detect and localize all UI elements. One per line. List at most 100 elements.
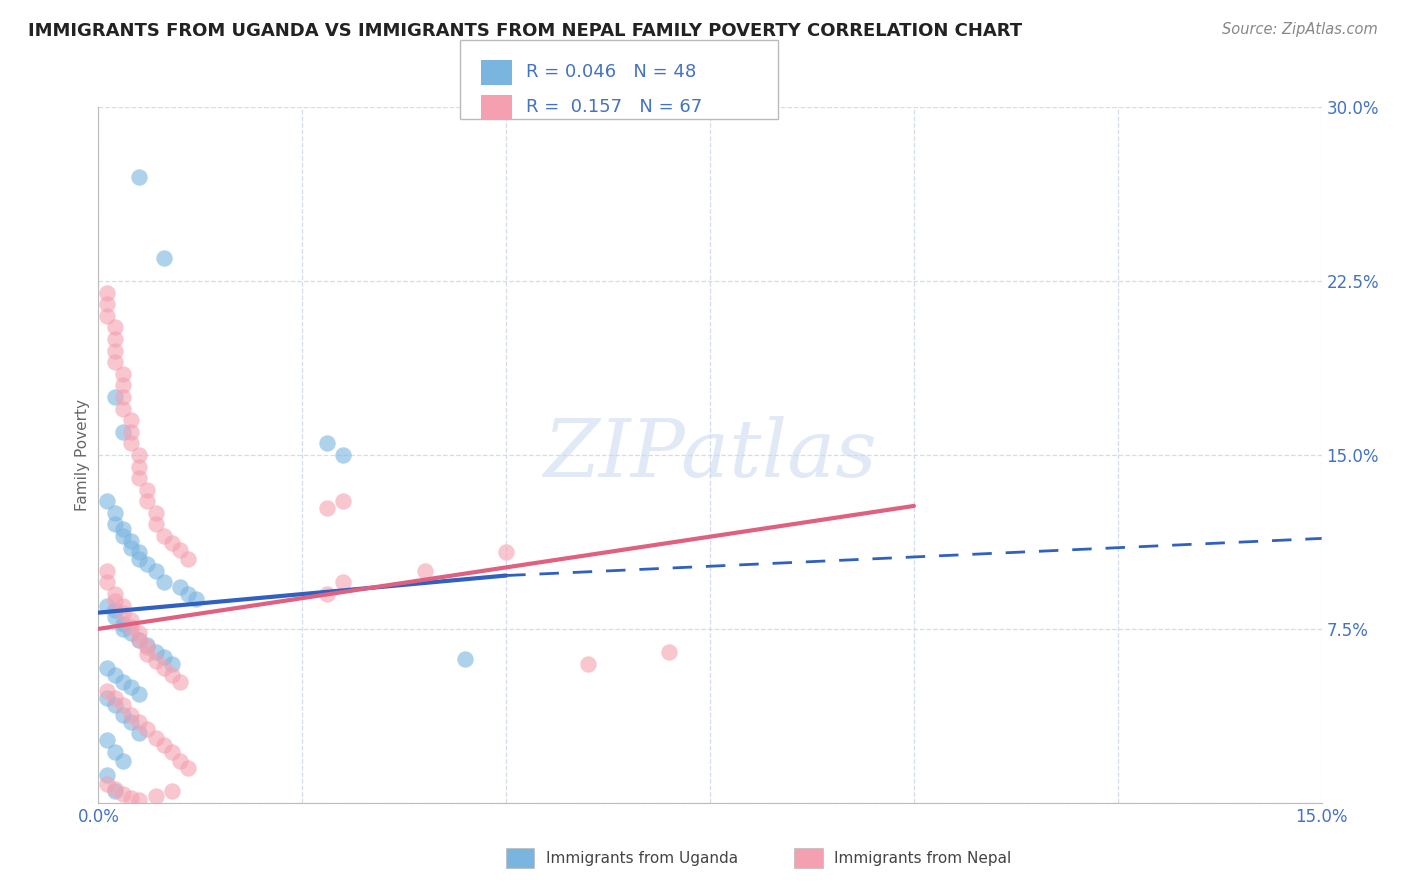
Point bbox=[111, 622, 134, 636]
Point bbox=[111, 529, 134, 543]
Point bbox=[177, 761, 200, 775]
Point bbox=[111, 675, 134, 690]
Point bbox=[120, 791, 142, 805]
Point bbox=[96, 661, 118, 675]
Point bbox=[145, 517, 167, 532]
Point bbox=[152, 661, 174, 675]
Point bbox=[136, 638, 159, 652]
Text: R = 0.046   N = 48: R = 0.046 N = 48 bbox=[526, 63, 696, 81]
Point bbox=[495, 545, 517, 559]
Point bbox=[111, 390, 134, 404]
Point bbox=[96, 768, 118, 782]
Point bbox=[120, 707, 142, 722]
Point bbox=[160, 668, 183, 682]
Text: Immigrants from Uganda: Immigrants from Uganda bbox=[546, 851, 738, 865]
Point bbox=[128, 633, 150, 648]
Point bbox=[128, 471, 150, 485]
Point bbox=[104, 332, 127, 346]
Point bbox=[111, 401, 134, 416]
Point bbox=[152, 738, 174, 752]
Text: Immigrants from Nepal: Immigrants from Nepal bbox=[834, 851, 1011, 865]
Point bbox=[160, 657, 183, 671]
Point bbox=[332, 575, 354, 590]
Point bbox=[454, 652, 477, 666]
Point bbox=[152, 529, 174, 543]
Point bbox=[136, 722, 159, 736]
Point bbox=[111, 606, 134, 620]
Point bbox=[145, 564, 167, 578]
Point bbox=[96, 777, 118, 791]
Point bbox=[96, 309, 118, 323]
Point bbox=[104, 698, 127, 713]
Text: Source: ZipAtlas.com: Source: ZipAtlas.com bbox=[1222, 22, 1378, 37]
Point bbox=[152, 251, 174, 265]
Point bbox=[169, 675, 191, 690]
Point bbox=[128, 448, 150, 462]
Point bbox=[169, 580, 191, 594]
Point bbox=[96, 684, 118, 698]
Point bbox=[576, 657, 599, 671]
Point bbox=[104, 506, 127, 520]
Point bbox=[104, 745, 127, 759]
Point bbox=[177, 552, 200, 566]
Point bbox=[120, 413, 142, 427]
Point bbox=[160, 536, 183, 550]
Point bbox=[104, 603, 127, 617]
Point bbox=[104, 594, 127, 608]
Point bbox=[104, 668, 127, 682]
Point bbox=[111, 599, 134, 613]
Point bbox=[658, 645, 681, 659]
Point bbox=[315, 436, 337, 450]
Point bbox=[96, 575, 118, 590]
Point bbox=[104, 781, 127, 796]
Point bbox=[332, 494, 354, 508]
Point bbox=[160, 784, 183, 798]
Point bbox=[111, 754, 134, 768]
Point bbox=[104, 390, 127, 404]
Text: IMMIGRANTS FROM UGANDA VS IMMIGRANTS FROM NEPAL FAMILY POVERTY CORRELATION CHART: IMMIGRANTS FROM UGANDA VS IMMIGRANTS FRO… bbox=[28, 22, 1022, 40]
Point bbox=[152, 575, 174, 590]
Point bbox=[96, 297, 118, 311]
Point bbox=[128, 626, 150, 640]
Point bbox=[128, 793, 150, 807]
Point bbox=[111, 617, 134, 632]
Point bbox=[145, 731, 167, 745]
Point bbox=[111, 787, 134, 801]
Point bbox=[111, 522, 134, 536]
Point bbox=[120, 714, 142, 729]
Point bbox=[128, 687, 150, 701]
Point bbox=[186, 591, 208, 606]
Point bbox=[120, 436, 142, 450]
Point bbox=[111, 367, 134, 381]
Point bbox=[152, 649, 174, 664]
Point bbox=[96, 599, 118, 613]
Point bbox=[136, 494, 159, 508]
Point bbox=[128, 169, 150, 184]
Point bbox=[111, 378, 134, 392]
Text: ZIPatlas: ZIPatlas bbox=[543, 417, 877, 493]
Point bbox=[120, 613, 142, 627]
Point bbox=[177, 587, 200, 601]
Point bbox=[104, 587, 127, 601]
Point bbox=[169, 754, 191, 768]
Point bbox=[104, 517, 127, 532]
Point bbox=[169, 543, 191, 558]
Point bbox=[120, 533, 142, 548]
Point bbox=[104, 691, 127, 706]
Point bbox=[96, 564, 118, 578]
Point bbox=[136, 648, 159, 662]
Point bbox=[96, 494, 118, 508]
Y-axis label: Family Poverty: Family Poverty bbox=[75, 399, 90, 511]
Point bbox=[96, 691, 118, 706]
Point bbox=[128, 633, 150, 648]
Point bbox=[104, 320, 127, 334]
Point bbox=[120, 619, 142, 633]
Point bbox=[111, 425, 134, 439]
Point bbox=[96, 733, 118, 747]
Point bbox=[128, 545, 150, 559]
Point bbox=[136, 483, 159, 497]
Point bbox=[315, 587, 337, 601]
Point bbox=[136, 640, 159, 655]
Point bbox=[96, 285, 118, 300]
Point bbox=[128, 552, 150, 566]
